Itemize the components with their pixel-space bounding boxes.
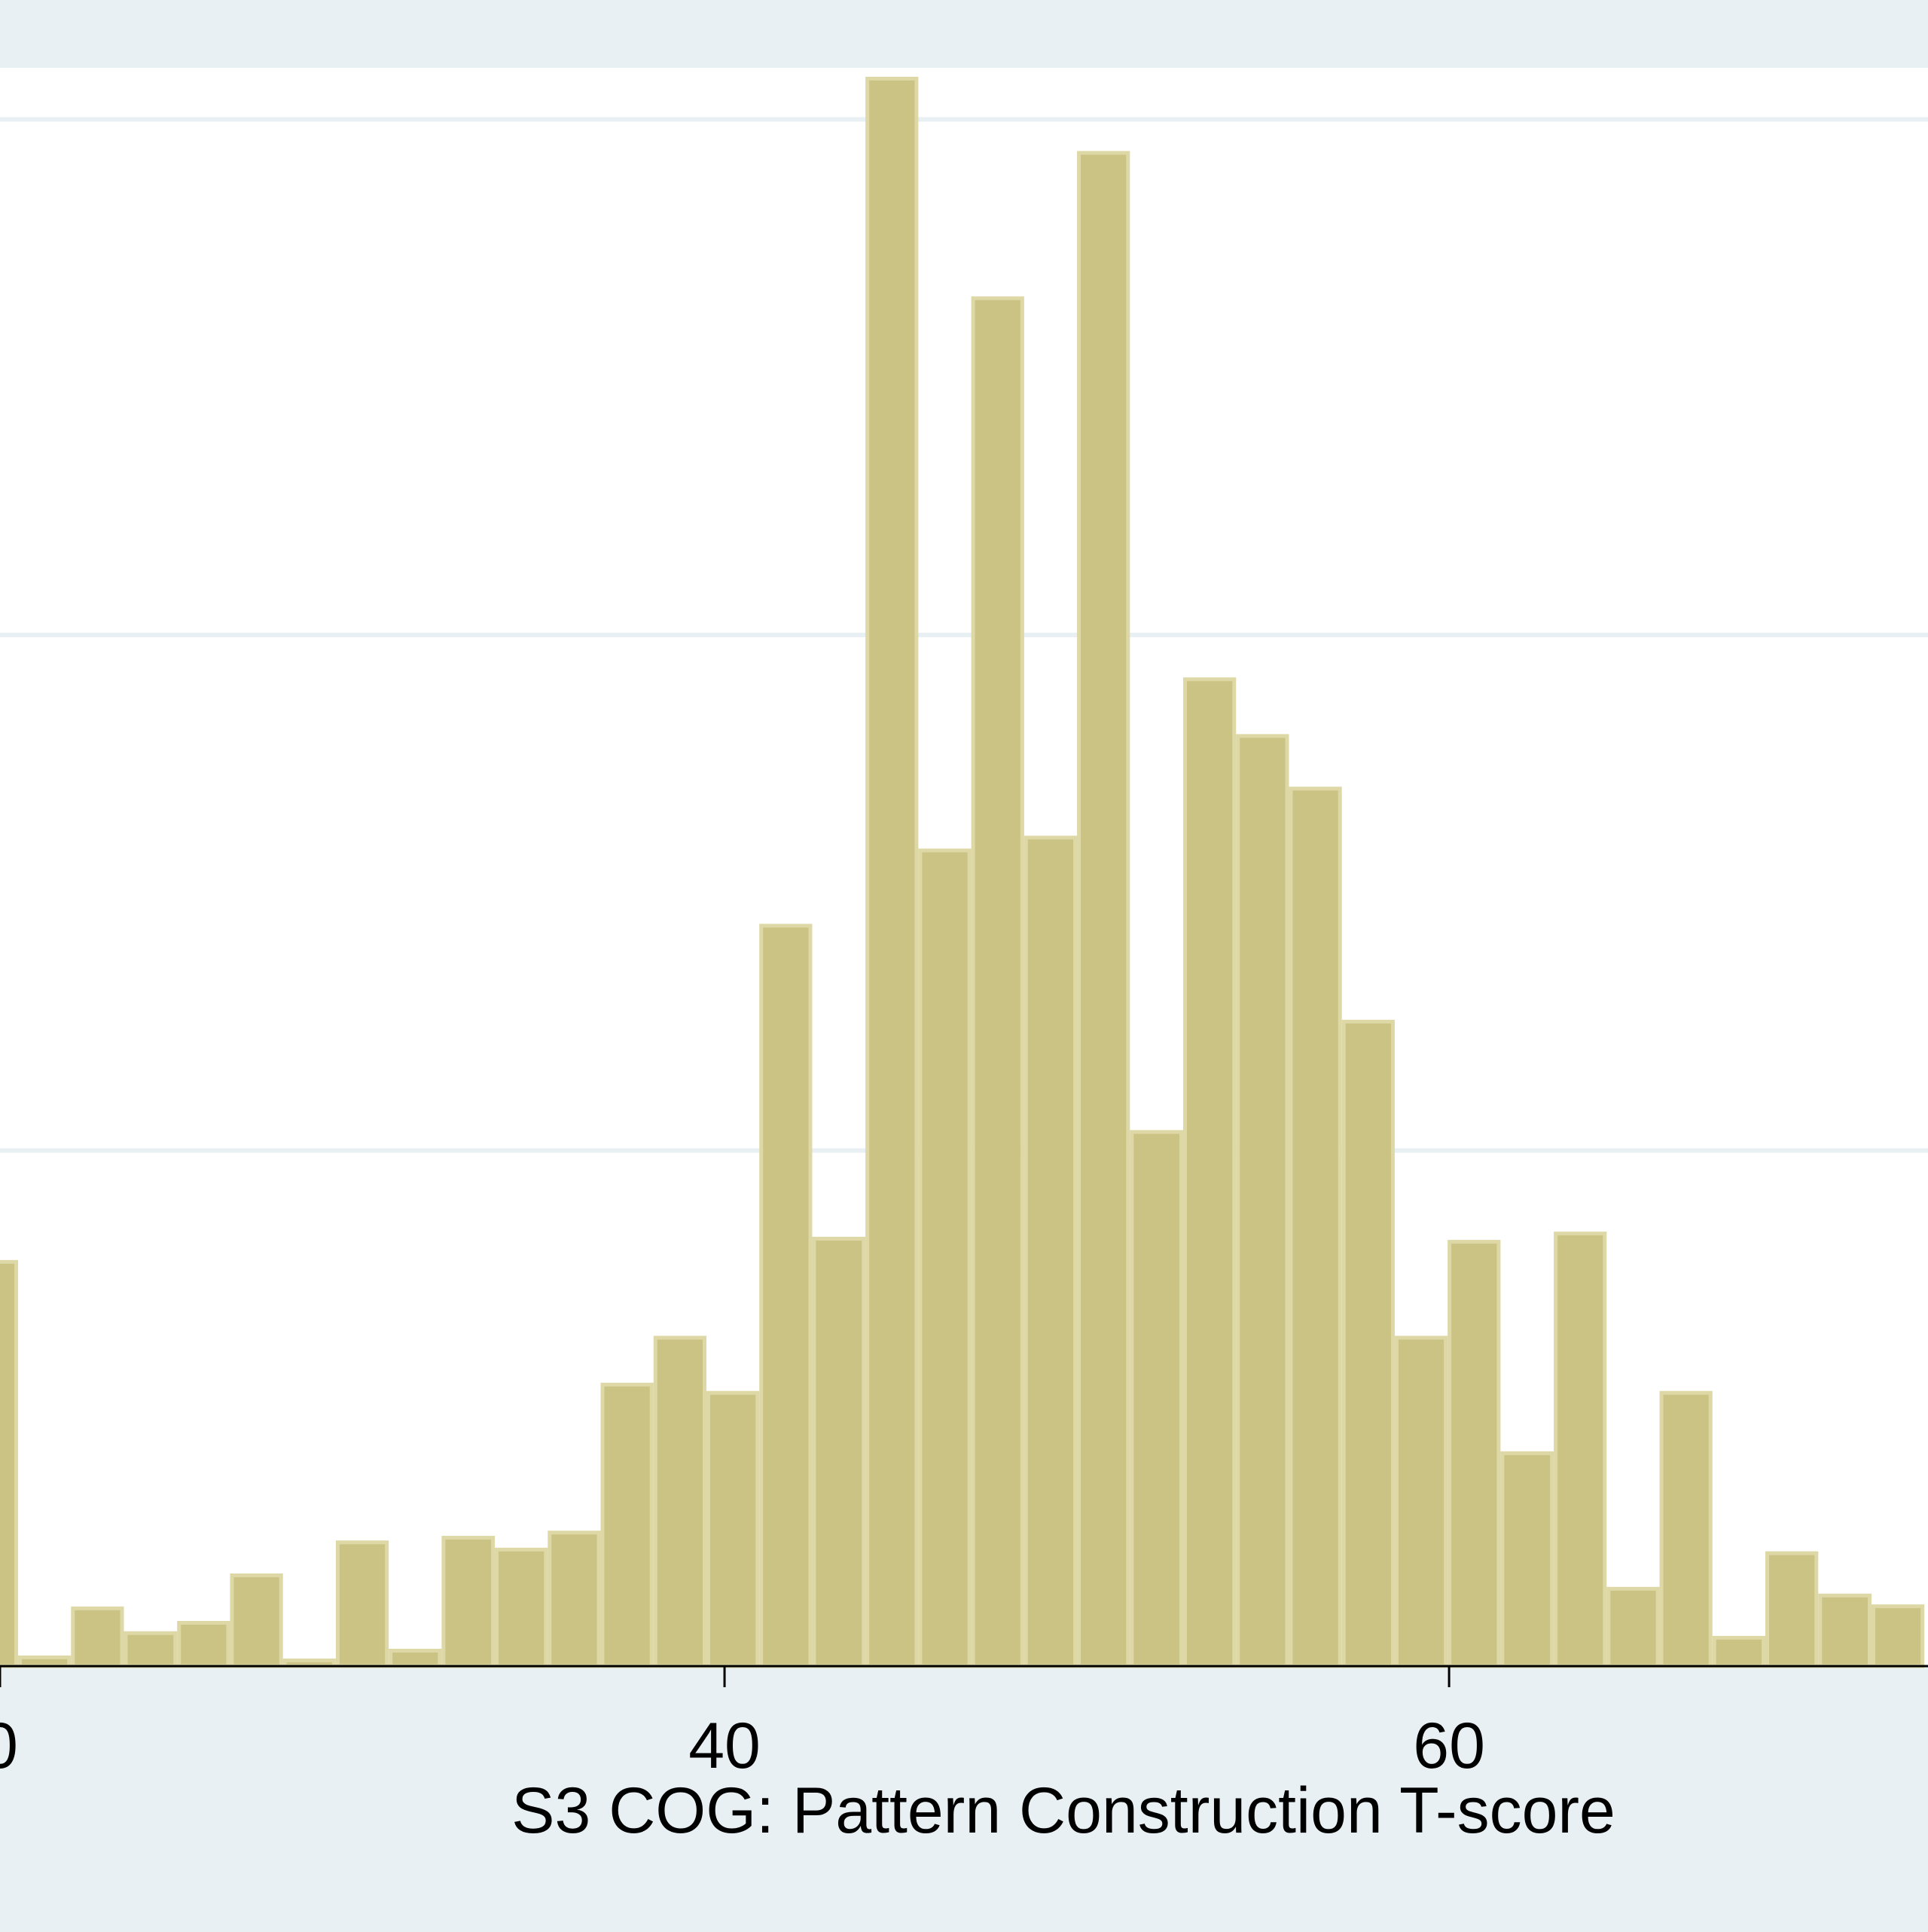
histogram-bar: [230, 1573, 283, 1668]
histogram-bar: [71, 1606, 124, 1668]
histogram-bar: [18, 1655, 72, 1668]
x-tick-label: 0: [0, 1710, 18, 1782]
histogram-bar: [1871, 1604, 1925, 1668]
x-tick-label: 40: [688, 1710, 761, 1782]
histogram-bar: [1554, 1232, 1607, 1668]
histogram-bar: [1765, 1551, 1819, 1668]
histogram-bar: [1818, 1593, 1872, 1668]
histogram-bar: [1500, 1451, 1554, 1668]
histogram-bar: [1023, 835, 1078, 1668]
bars: [0, 76, 1925, 1668]
histogram-bar: [653, 1335, 706, 1668]
histogram-bar: [706, 1390, 760, 1668]
histogram-bar: [1341, 1019, 1395, 1668]
histogram-bar: [1236, 734, 1289, 1668]
histogram-bar: [1289, 786, 1342, 1668]
histogram-bar: [0, 1259, 19, 1668]
histogram-bar: [1183, 677, 1237, 1668]
histogram-bar: [335, 1540, 389, 1668]
histogram-bar: [812, 1237, 866, 1668]
x-axis-ticks: 0 40 60: [0, 1666, 1485, 1782]
histogram-bar: [1712, 1635, 1766, 1668]
histogram-bar: [918, 848, 972, 1668]
histogram-bar: [1606, 1586, 1660, 1668]
histogram-bar: [1448, 1240, 1501, 1668]
histogram-bar: [1659, 1390, 1713, 1668]
x-axis-label: S3 COG: Pattern Construction T-score: [511, 1775, 1615, 1847]
histogram-bar: [124, 1631, 178, 1668]
histogram-bar: [177, 1621, 230, 1668]
histogram-bar: [389, 1648, 442, 1668]
histogram-bar: [1394, 1335, 1448, 1668]
histogram-bar: [865, 76, 919, 1668]
histogram-bar: [600, 1382, 654, 1668]
histogram-bar: [495, 1547, 548, 1668]
x-tick-label: 60: [1413, 1710, 1485, 1782]
histogram-bar: [548, 1531, 601, 1668]
histogram-bar: [1130, 1130, 1184, 1668]
histogram-bar: [441, 1536, 496, 1668]
histogram-bar: [971, 296, 1024, 1668]
histogram-bar: [1077, 151, 1130, 1668]
histogram-bar: [759, 923, 813, 1668]
